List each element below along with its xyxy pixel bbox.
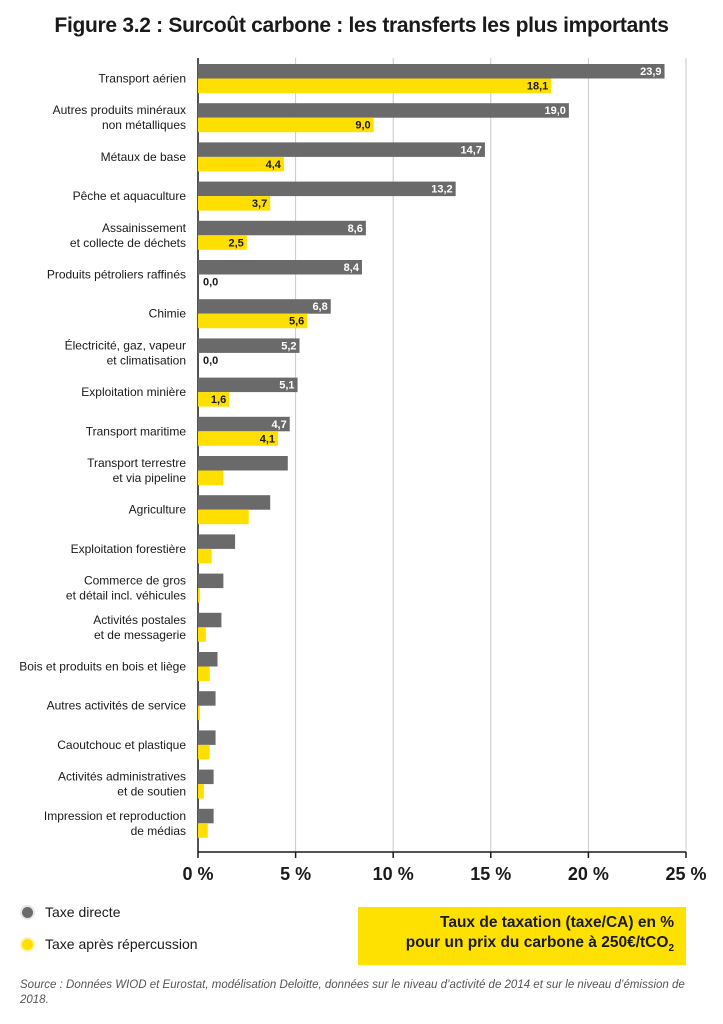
category-label: Exploitation forestière	[71, 542, 187, 556]
bar-taxe-apres	[198, 744, 210, 760]
bar-taxe-directe	[198, 730, 216, 745]
bar-taxe-apres	[198, 431, 279, 446]
bar-value-label: 14,7	[461, 144, 482, 156]
bar-taxe-directe	[198, 652, 218, 667]
category-label: Électricité, gaz, vapeur et climatisation	[65, 337, 186, 367]
axis-title-line-2: pour un prix du carbone à 250€/tCO2	[406, 933, 674, 959]
x-tick-label: 25 %	[665, 864, 706, 884]
x-tick-label: 0 %	[182, 864, 213, 884]
category-label: Exploitation minière	[81, 385, 186, 399]
category-label: Transport aérien	[98, 72, 186, 86]
bar-taxe-directe	[198, 808, 214, 824]
bar-taxe-apres	[198, 784, 204, 799]
bar-taxe-directe	[198, 220, 366, 236]
category-label: Assainissement et collecte de déchets	[70, 221, 187, 250]
chart-title: Figure 3.2 : Surcoût carbone : les trans…	[54, 14, 669, 37]
bar-taxe-apres	[198, 588, 200, 603]
category-label: Impression et reproduction de médias	[44, 809, 186, 838]
bar-taxe-directe	[198, 377, 298, 393]
category-label: Transport terrestre et via pipeline	[87, 456, 186, 485]
bar-taxe-directe	[198, 456, 288, 471]
bar-taxe-apres	[198, 117, 374, 133]
bar-taxe-apres	[198, 156, 284, 172]
x-tick-label: 15 %	[470, 864, 511, 884]
bar-taxe-directe	[198, 612, 222, 628]
category-label: Bois et produits en bois et liège	[19, 660, 186, 674]
bar-value-label: 4,4	[266, 159, 282, 171]
bar-value-label: 8,4	[344, 262, 360, 274]
legend-item-direct: Taxe directe	[22, 904, 120, 920]
bar-taxe-directe	[198, 181, 456, 197]
axis-title-subscript: 2	[668, 943, 674, 955]
bar-value-label: 5,6	[289, 316, 304, 328]
bar-value-label: 8,6	[348, 223, 363, 235]
bar-value-label: 3,7	[252, 198, 267, 210]
category-label: Commerce de gros et détail incl. véhicule…	[66, 574, 186, 603]
bar-value-label: 4,1	[260, 433, 275, 445]
category-label: Activités postales et de messagerie	[93, 613, 186, 642]
category-label: Agriculture	[129, 503, 187, 517]
bar-taxe-apres	[198, 509, 249, 525]
x-tick-label: 5 %	[280, 864, 311, 884]
source-note: Source : Données WIOD et Eurostat, modél…	[20, 979, 685, 1006]
legend-label-after: Taxe après répercussion	[45, 936, 198, 952]
bar-value-label: 4,7	[271, 419, 286, 431]
bar-taxe-apres	[198, 78, 552, 93]
bar-taxe-apres	[198, 470, 224, 485]
bar-taxe-apres	[198, 666, 210, 681]
category-label: Chimie	[149, 307, 187, 321]
bar-taxe-apres	[198, 627, 206, 642]
bar-value-label: 5,1	[279, 380, 294, 392]
bar-taxe-apres	[198, 235, 247, 250]
dot-gray-icon	[22, 906, 33, 918]
bar-taxe-apres	[198, 705, 200, 721]
bar-taxe-apres	[198, 548, 212, 564]
bar-taxe-directe	[198, 338, 300, 353]
bar-value-label: 18,1	[527, 81, 548, 93]
bar-taxe-apres	[198, 823, 208, 838]
bar-taxe-apres	[198, 392, 230, 407]
bar-value-label: 1,6	[211, 394, 226, 406]
bar-taxe-directe	[198, 142, 485, 157]
bar-taxe-apres	[198, 196, 271, 211]
bar-taxe-directe	[198, 416, 290, 432]
category-label: Autres produits minéraux non métalliques	[53, 103, 186, 132]
bar-value-label: 5,2	[281, 340, 296, 352]
bar-value-label: 9,0	[355, 120, 370, 132]
bar-taxe-directe	[198, 495, 271, 510]
x-tick-label: 10 %	[373, 864, 414, 884]
bar-value-label: 6,8	[312, 301, 327, 313]
bar-value-label: 0,0	[203, 355, 218, 367]
category-label: Produits pétroliers raffinés	[47, 268, 186, 282]
x-tick-label: 20 %	[568, 864, 609, 884]
bar-value-label: 13,2	[431, 184, 452, 196]
legend-item-after: Taxe après répercussion	[22, 936, 198, 952]
bar-taxe-apres	[198, 313, 308, 329]
bar-value-label: 2,5	[229, 237, 244, 249]
axis-title-line-2-text: pour un prix du carbone à 250€/tCO	[405, 933, 669, 951]
category-label: Caoutchouc et plastique	[57, 738, 186, 752]
bar-value-label: 19,0	[544, 105, 565, 117]
category-label: Métaux de base	[101, 150, 187, 164]
category-label: Autres activités de service	[47, 699, 187, 713]
category-label: Activités administratives et de soutien	[58, 770, 186, 799]
bar-value-label: 0,0	[203, 277, 218, 289]
axis-title-line-1: Taux de taxation (taxe/CA) en %	[440, 913, 674, 931]
bar-taxe-directe	[198, 573, 224, 589]
bar-taxe-directe	[198, 534, 236, 549]
bar-taxe-directe	[198, 299, 331, 314]
bar-taxe-directe	[198, 691, 216, 706]
bar-value-label: 23,9	[640, 66, 661, 78]
dot-yellow-icon	[22, 938, 33, 950]
category-label: Transport maritime	[86, 424, 187, 438]
bar-taxe-directe	[198, 103, 569, 118]
category-label: Pêche et aquaculture	[73, 189, 187, 203]
bar-chart: 0 % 5 % 10 % 15 % 20 % 25 % Transport aérien 23…	[19, 58, 707, 884]
axis-title-box: Taux de taxation (taxe/CA) en % pour un …	[358, 907, 686, 965]
legend-label-direct: Taxe directe	[45, 904, 121, 920]
bar-taxe-directe	[198, 769, 214, 785]
bar-taxe-directe	[198, 260, 362, 275]
bar-taxe-directe	[198, 64, 665, 79]
